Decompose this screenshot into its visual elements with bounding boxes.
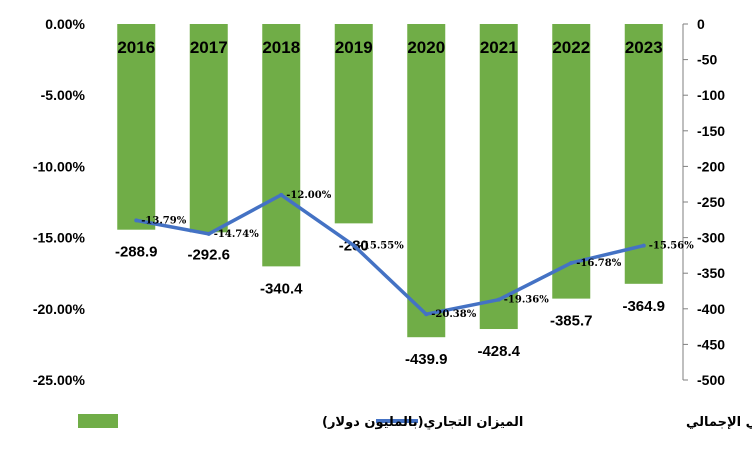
category-label: 2018	[262, 38, 300, 57]
category-labels: 2016 2017 2018 2019 2020 2021 2022 2023	[117, 38, 662, 57]
bar-data-label: -428.4	[477, 343, 520, 360]
line-data-labels: -13.79% -14.74% -12.00% -15.55% -20.38% -19.3…	[141, 190, 694, 320]
line-path	[134, 193, 646, 316]
right-axis-tick-label: -200	[697, 158, 725, 174]
category-label: 2016	[117, 38, 155, 57]
line-point	[351, 243, 356, 248]
left-axis-tick-label: -15.00%	[33, 230, 86, 246]
legend: الميزان التجاري % من الناتج المحلي الإجم…	[78, 414, 752, 430]
left-axis-tick-label: 0.00%	[45, 16, 85, 32]
category-label: 2022	[552, 38, 590, 57]
category-label: 2021	[480, 38, 518, 57]
bar-data-label: -340.4	[260, 280, 303, 297]
category-label: 2023	[625, 38, 663, 57]
line-point	[424, 312, 429, 317]
bar	[624, 24, 663, 284]
bar-data-label: -439.9	[405, 351, 448, 368]
line-data-label: -20.38%	[431, 309, 476, 320]
bar	[117, 24, 156, 230]
line-point	[206, 231, 211, 236]
bar-data-label: -364.9	[622, 298, 665, 315]
right-axis-tick-label: -100	[697, 87, 725, 103]
line-data-label: -15.55%	[359, 240, 404, 251]
line-series	[134, 192, 646, 317]
line-point	[279, 192, 284, 197]
bar-data-label: -385.7	[550, 313, 593, 330]
bar	[189, 24, 228, 233]
line-point	[134, 218, 139, 223]
bar	[262, 24, 301, 267]
bar-data-label: -292.6	[187, 246, 230, 263]
category-label: 2019	[335, 38, 373, 57]
bar-series	[117, 24, 663, 338]
right-axis-tick-label: 0	[697, 16, 705, 32]
bar	[552, 24, 591, 299]
line-point	[496, 297, 501, 302]
left-axis-tick-label: -20.00%	[33, 301, 86, 317]
line-data-label: -12.00%	[286, 190, 331, 201]
bar	[407, 24, 446, 338]
right-axis-tick-label: -350	[697, 265, 725, 281]
line-data-label: -19.36%	[504, 295, 549, 306]
line-data-label: -14.74%	[214, 229, 259, 240]
right-axis-tick-label: -500	[697, 372, 725, 388]
line-data-label: -15.56%	[649, 241, 694, 252]
right-axis-tick-label: -450	[697, 336, 725, 352]
legend-bar-label: الميزان التجاري(بالمليون دولار)	[322, 415, 523, 430]
left-axis-tick-label: -25.00%	[33, 372, 86, 388]
line-data-label: -16.78%	[576, 258, 621, 269]
right-axis-tick-label: -300	[697, 230, 725, 246]
category-label: 2017	[190, 38, 228, 57]
left-axis-tick-label: -5.00%	[41, 87, 86, 103]
right-axis-tick-label: -50	[697, 52, 717, 68]
bar	[479, 24, 518, 330]
right-axis-tick-label: -250	[697, 194, 725, 210]
line-point	[641, 243, 646, 248]
left-axis-tick-label: -10.00%	[33, 158, 86, 174]
right-axis: 0 -50 -100 -150 -200 -250 -300 -350 -400 -450 -500	[682, 16, 725, 388]
right-axis-tick-label: -400	[697, 301, 725, 317]
bar-data-label: -288.9	[115, 244, 158, 261]
right-axis-tick-label: -150	[697, 123, 725, 139]
bar-data-labels: -288.9-292.6-340.4-280-439.9-428.4-385.7…	[115, 237, 665, 368]
category-label: 2020	[407, 38, 445, 57]
line-data-label: -13.79%	[141, 215, 186, 226]
bar	[334, 24, 373, 224]
left-axis: 0.00% -5.00% -10.00% -15.00% -20.00% -25.00%	[33, 16, 86, 388]
legend-bar-swatch	[78, 414, 118, 428]
line-point	[569, 260, 574, 265]
legend-line-label: الميزان التجاري % من الناتج المحلي الإجم…	[686, 415, 752, 430]
